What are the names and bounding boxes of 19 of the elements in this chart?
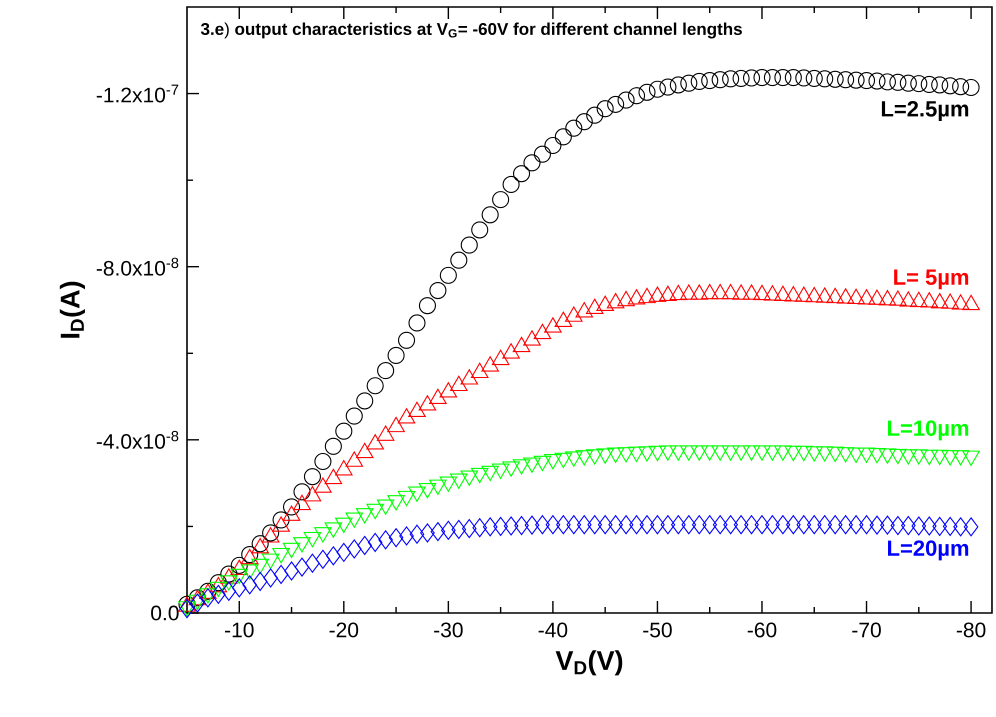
series-label: L=2.5µm <box>882 101 968 121</box>
x-tick-label: -30 <box>434 622 463 638</box>
x-tick-label: -80 <box>956 622 986 638</box>
x-tick-label: -20 <box>330 622 358 638</box>
series-label: L=10µm <box>888 420 968 440</box>
x-tick-label: -10 <box>225 622 254 638</box>
x-axis-title: V$_{D}$(V) <box>556 650 622 676</box>
series-label: L=20µm <box>888 540 968 560</box>
y-axis-title: I$_{D}$(A) <box>60 282 85 338</box>
chart-title: 3.e) output characteristics at V$_{G}$= -60V for different channel lengths <box>200 22 742 38</box>
y-tick-label: -8.0x10$^{-8}$ <box>96 258 178 276</box>
y-tick-label: -1.2x10$^{-7}$ <box>96 84 178 102</box>
x-tick-label: -60 <box>748 622 776 638</box>
x-tick-label: -50 <box>643 622 672 638</box>
y-tick-label: -4.0x10$^{-8}$ <box>96 430 178 449</box>
series-label: L= 5µm <box>894 270 968 290</box>
y-tick-label: 0.0 <box>151 606 179 620</box>
x-tick-label: -40 <box>538 622 568 638</box>
x-tick-label: -70 <box>852 622 881 638</box>
